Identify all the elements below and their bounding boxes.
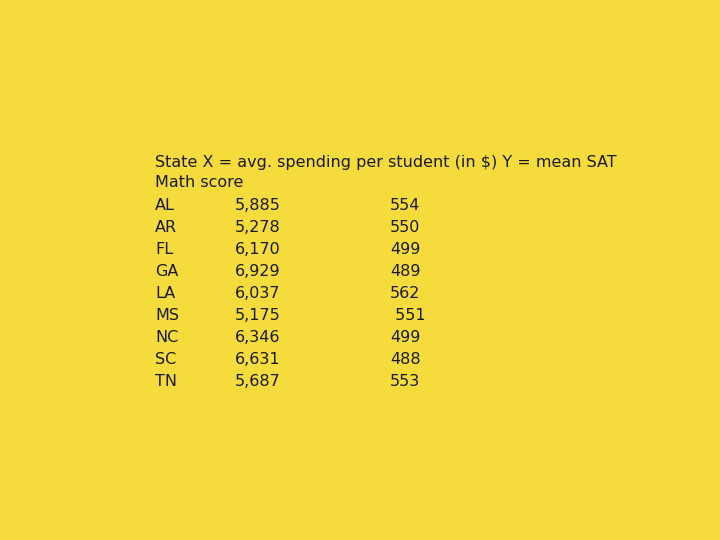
Text: 5,687: 5,687 [235, 374, 281, 389]
Text: FL: FL [155, 242, 173, 257]
Text: 6,929: 6,929 [235, 264, 281, 279]
Text: 551: 551 [390, 308, 426, 323]
Text: 5,885: 5,885 [235, 198, 281, 213]
Text: SC: SC [155, 352, 176, 367]
Text: AL: AL [155, 198, 175, 213]
Text: 553: 553 [390, 374, 420, 389]
Text: LA: LA [155, 286, 175, 301]
Text: AR: AR [155, 220, 177, 235]
Text: 6,037: 6,037 [235, 286, 281, 301]
Text: 499: 499 [390, 330, 420, 345]
Text: NC: NC [155, 330, 179, 345]
Text: 489: 489 [390, 264, 420, 279]
Text: 550: 550 [390, 220, 420, 235]
Text: 499: 499 [390, 242, 420, 257]
Text: TN: TN [155, 374, 177, 389]
Text: 6,631: 6,631 [235, 352, 281, 367]
Text: 6,170: 6,170 [235, 242, 281, 257]
Text: 5,278: 5,278 [235, 220, 281, 235]
Text: Math score: Math score [155, 175, 243, 190]
Text: 6,346: 6,346 [235, 330, 281, 345]
Text: 5,175: 5,175 [235, 308, 281, 323]
Text: 554: 554 [390, 198, 420, 213]
Text: MS: MS [155, 308, 179, 323]
Text: GA: GA [155, 264, 179, 279]
Text: State X = avg. spending per student (in $) Y = mean SAT: State X = avg. spending per student (in … [155, 155, 616, 170]
Text: 562: 562 [390, 286, 420, 301]
Text: 488: 488 [390, 352, 420, 367]
